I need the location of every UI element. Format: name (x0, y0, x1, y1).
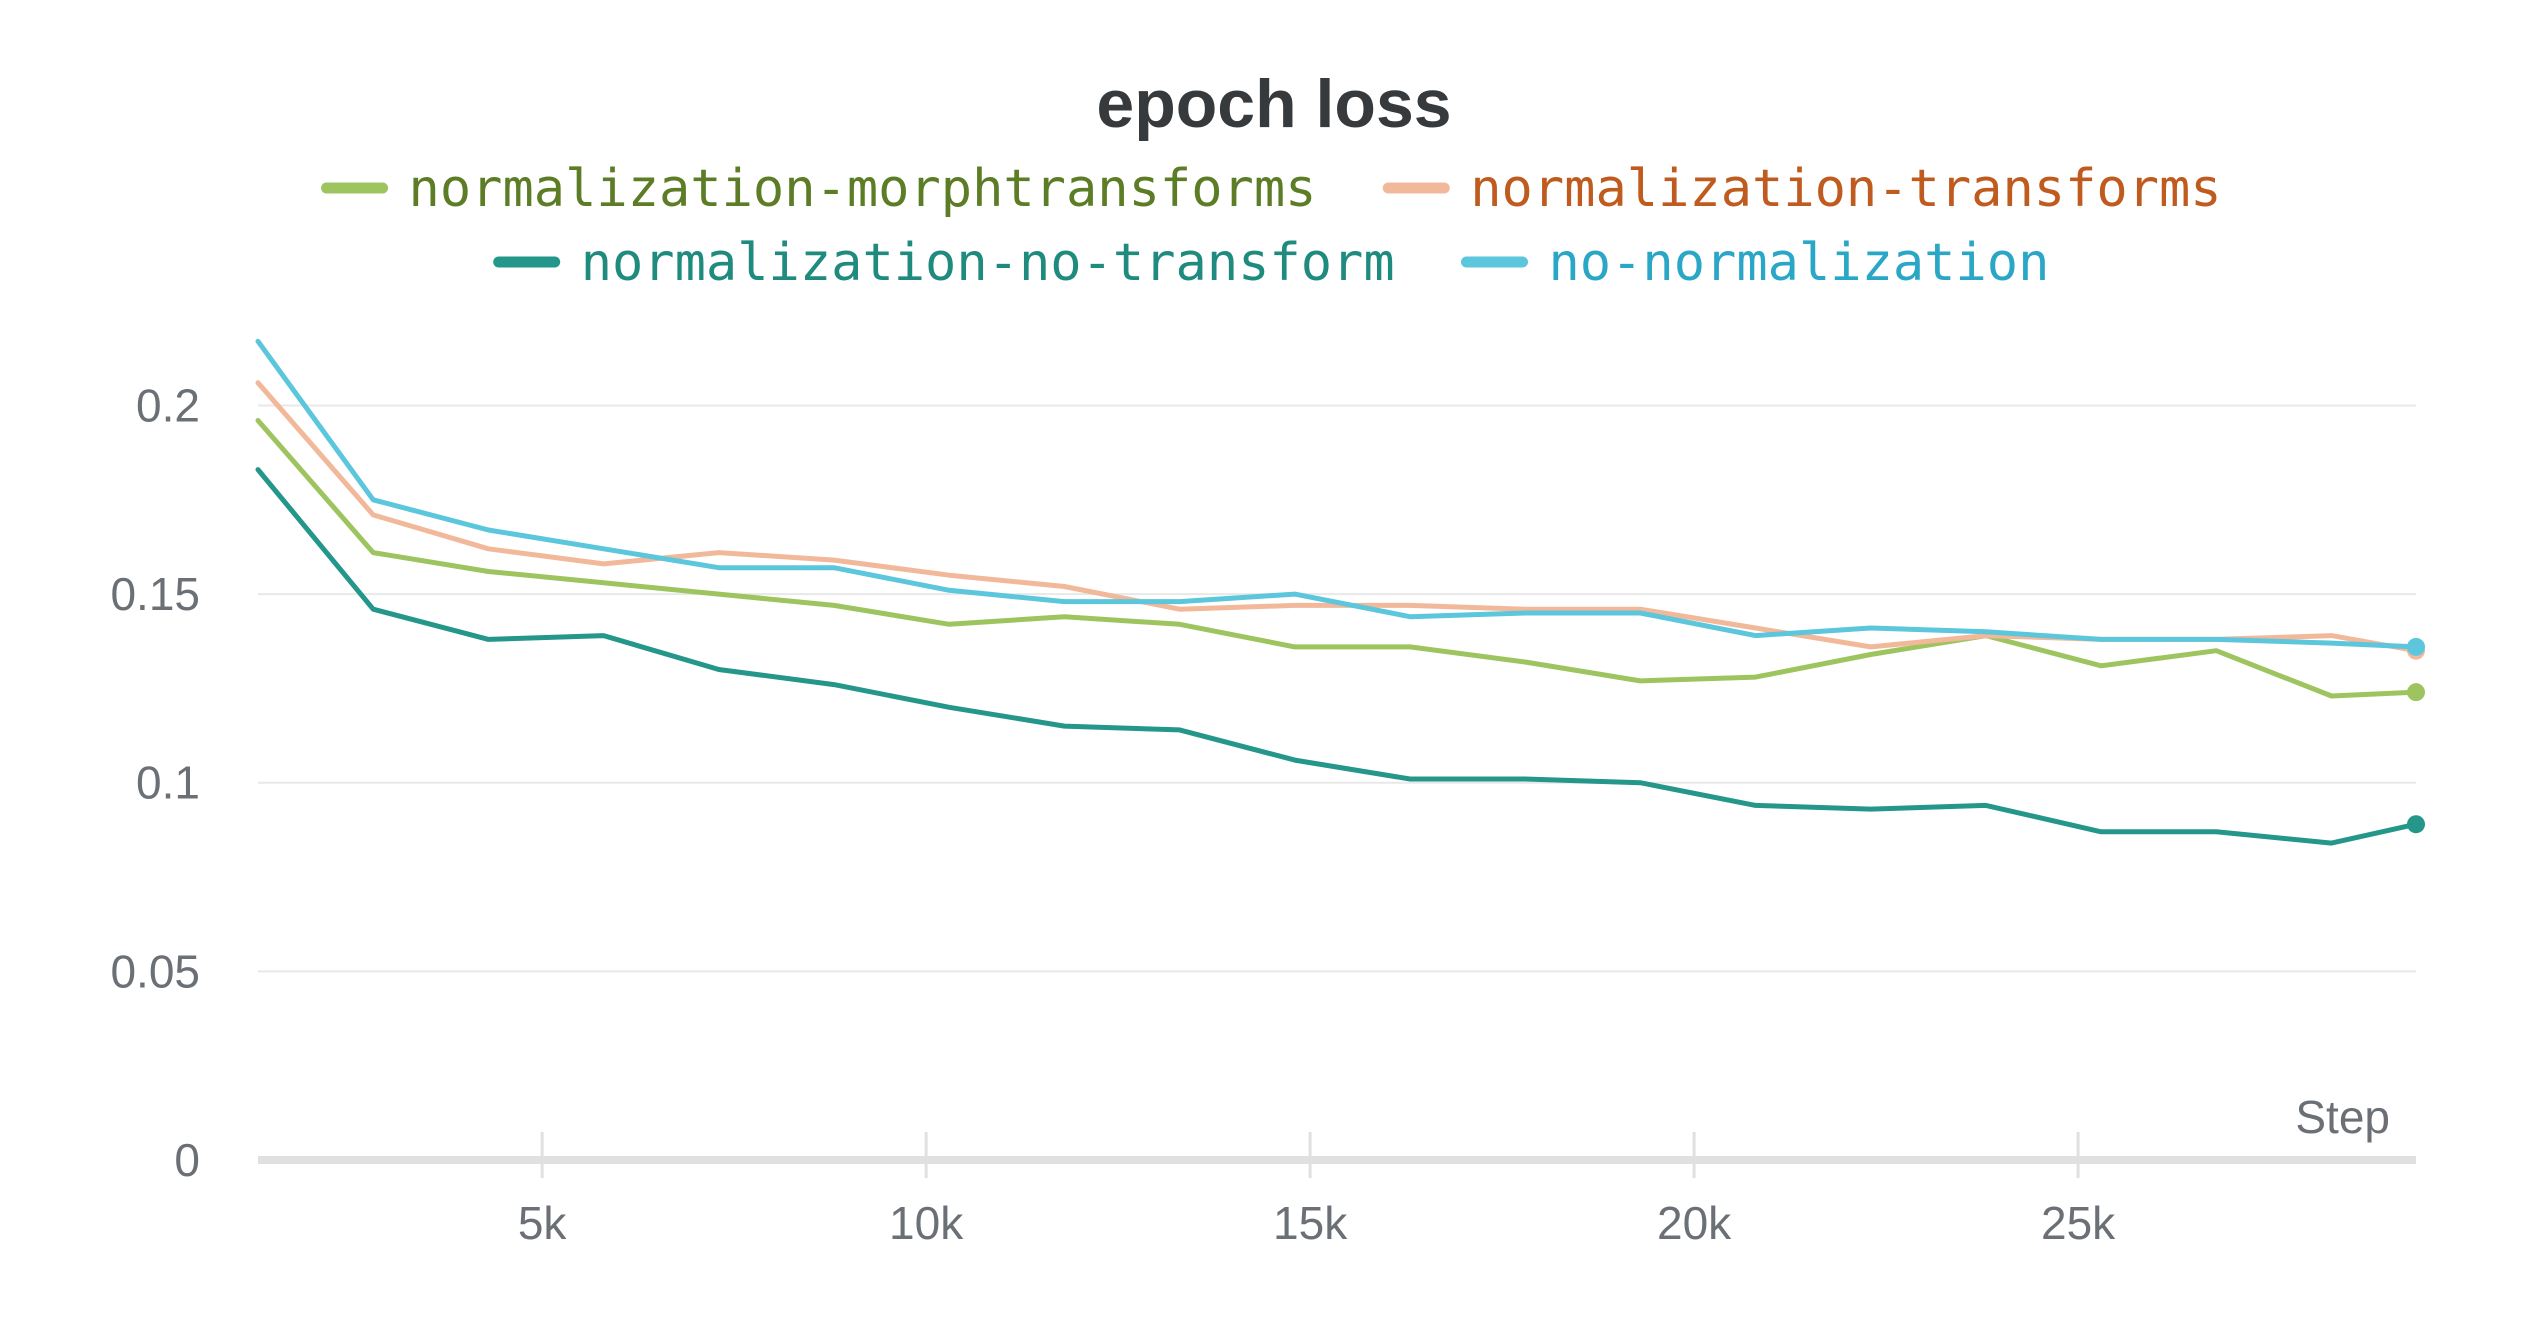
series-end-point-normalization-morphtransforms (2407, 683, 2425, 702)
series-end-point-no-normalization (2407, 637, 2425, 656)
series-line-normalization-morphtransforms (255, 418, 2419, 699)
series-end-point-normalization-no-transform (2407, 815, 2425, 834)
x-tick-label: 15k (1273, 1197, 1348, 1249)
y-tick-label: 0 (174, 1134, 200, 1186)
x-tick-label: 20k (1657, 1197, 1732, 1249)
series-line-normalization-no-transform (255, 467, 2419, 846)
legend-label: normalization-morphtransforms (409, 159, 1317, 219)
x-tick-label: 5k (518, 1197, 568, 1249)
legend-label: normalization-no-transform (581, 233, 1395, 293)
legend-item-normalization-no-transform[interactable]: normalization-no-transform (493, 233, 1395, 293)
legend: normalization-morphtransforms normalizati… (321, 159, 2222, 293)
legend-label: normalization-transforms (1470, 159, 2221, 219)
grid (258, 404, 2416, 973)
y-tick-label: 0.2 (136, 379, 200, 431)
legend-item-normalization-transforms[interactable]: normalization-transforms (1382, 159, 2222, 219)
legend-item-normalization-morphtransforms[interactable]: normalization-morphtransforms (321, 159, 1317, 219)
legend-label: no-normalization (1549, 233, 2050, 293)
series-layer (255, 338, 2425, 846)
y-tick-label: 0.1 (136, 757, 200, 809)
x-axis-title: Step (2295, 1091, 2390, 1143)
legend-item-no-normalization[interactable]: no-normalization (1461, 233, 2050, 293)
x-axis: 5k 10k 15k 20k 25k (258, 1132, 2416, 1249)
x-tick-label: 10k (889, 1197, 964, 1249)
series-line-no-normalization (255, 338, 2419, 650)
y-tick-label: 0.15 (110, 568, 200, 620)
x-tick-label: 25k (2041, 1197, 2116, 1249)
series-line-normalization-transforms (255, 380, 2419, 654)
y-axis: 0 0.05 0.1 0.15 0.2 (110, 379, 200, 1186)
chart-title: epoch loss (1096, 66, 1451, 142)
y-tick-label: 0.05 (110, 945, 200, 997)
